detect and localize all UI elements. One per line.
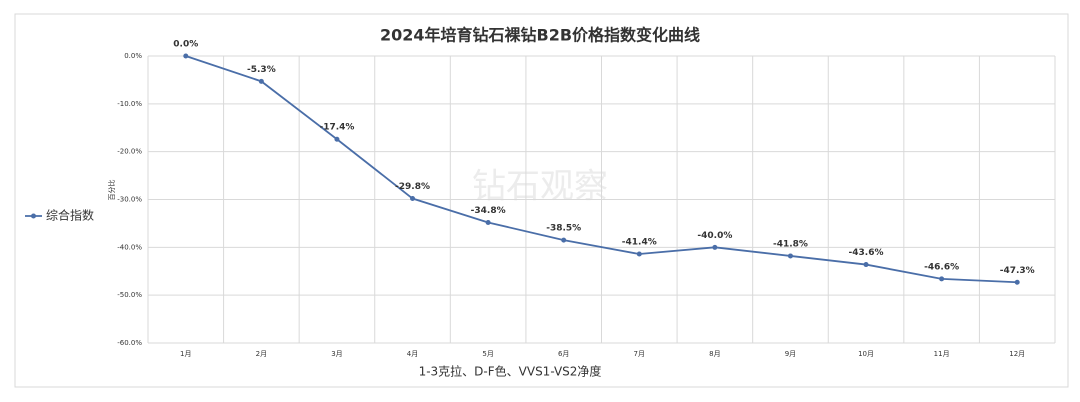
data-point — [561, 237, 567, 243]
x-tick-label: 10月 — [858, 350, 874, 358]
data-label: -38.5% — [546, 224, 581, 234]
data-label: -43.6% — [849, 248, 884, 258]
x-tick-label: 1月 — [180, 350, 191, 358]
x-tick-label: 3月 — [331, 350, 342, 358]
x-tick-label: 5月 — [482, 350, 493, 358]
data-point — [183, 53, 189, 59]
data-point — [787, 253, 793, 259]
data-label: -40.0% — [697, 231, 732, 241]
legend-marker — [31, 213, 36, 219]
data-point — [334, 136, 340, 142]
data-point — [636, 251, 642, 257]
data-label: -5.3% — [247, 65, 276, 75]
y-tick-label: 0.0% — [124, 52, 142, 60]
y-tick-label: -40.0% — [117, 243, 142, 251]
x-tick-label: 6月 — [558, 350, 569, 358]
x-tick-label: 7月 — [634, 350, 645, 358]
y-tick-label: -60.0% — [117, 339, 142, 347]
y-tick-label: -20.0% — [117, 148, 142, 156]
data-label: 0.0% — [173, 40, 198, 50]
chart-title: 2024年培育钻石裸钻B2B价格指数变化曲线 — [380, 26, 700, 45]
y-tick-label: -30.0% — [117, 196, 142, 204]
data-point — [1014, 279, 1020, 285]
data-label: -41.4% — [622, 238, 657, 248]
x-tick-label: 4月 — [407, 350, 418, 358]
y-tick-label: -50.0% — [117, 291, 142, 299]
x-tick-label: 11月 — [934, 350, 950, 358]
watermark: 钻石观察 — [472, 167, 608, 207]
data-label: -29.8% — [395, 182, 430, 192]
x-axis-title: 1-3克拉、D-F色、VVS1-VS2净度 — [419, 364, 602, 379]
x-tick-label: 9月 — [785, 350, 796, 358]
x-tick-label: 2月 — [256, 350, 267, 358]
data-point — [258, 78, 264, 84]
data-label: -34.8% — [471, 206, 506, 216]
data-point — [863, 262, 869, 268]
data-point — [939, 276, 945, 282]
data-point — [712, 244, 718, 250]
data-point — [485, 219, 491, 225]
chart-frame — [14, 13, 1069, 388]
data-label: -41.8% — [773, 239, 808, 249]
data-point — [410, 196, 416, 202]
x-tick-label: 8月 — [709, 350, 720, 358]
y-tick-label: -10.0% — [117, 100, 142, 108]
data-label: -17.4% — [319, 123, 354, 133]
y-axis-title: 百分比 — [107, 180, 116, 201]
data-label: -46.6% — [924, 262, 959, 272]
series-line — [185, 55, 1018, 284]
data-label: -47.3% — [1000, 266, 1035, 276]
legend-label: 综合指数 — [46, 208, 94, 223]
x-tick-label: 12月 — [1009, 350, 1025, 358]
